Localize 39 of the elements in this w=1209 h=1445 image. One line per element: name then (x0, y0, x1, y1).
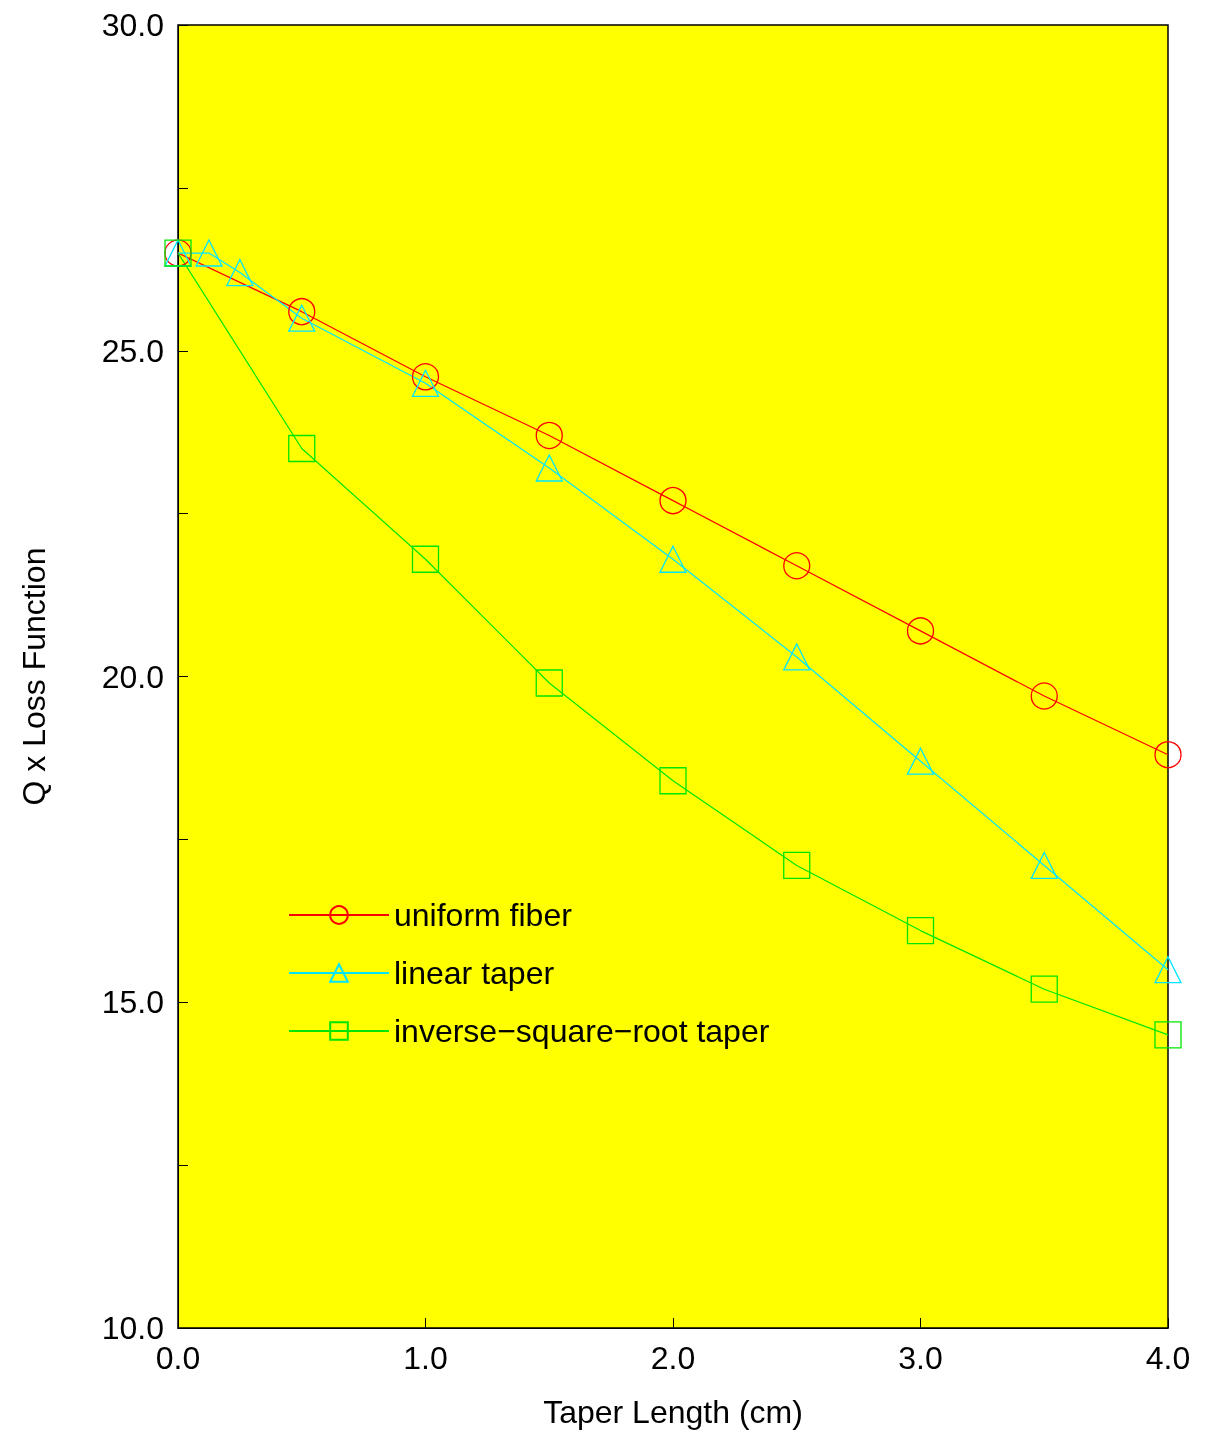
y-tick-label: 30.0 (101, 7, 164, 43)
x-tick-label: 3.0 (898, 1340, 943, 1376)
point (1030, 975, 1058, 1003)
point (659, 767, 687, 795)
y-tick-label: 15.0 (101, 984, 164, 1021)
point (535, 454, 563, 482)
x-axis-title: Taper Length (cm) (543, 1394, 803, 1430)
x-tick-label: 1.0 (403, 1340, 448, 1376)
x-tick-label: 4.0 (1145, 1340, 1191, 1376)
point (906, 747, 935, 775)
point (411, 369, 440, 397)
point (783, 851, 811, 880)
point (288, 304, 316, 332)
point (1030, 682, 1058, 710)
point (535, 669, 563, 697)
legend-label: uniform fiber (394, 897, 573, 933)
point (1030, 851, 1058, 880)
point (288, 434, 316, 463)
point (411, 363, 440, 391)
legend-label: linear taper (394, 955, 555, 991)
point (906, 617, 935, 645)
point (288, 298, 316, 326)
point (783, 552, 811, 580)
point (783, 643, 811, 671)
point (535, 421, 563, 450)
point (195, 239, 223, 267)
point (659, 545, 687, 573)
point (1154, 1021, 1182, 1049)
x-tick-label: 2.0 (650, 1340, 696, 1376)
point (906, 916, 935, 945)
point (1154, 956, 1182, 984)
y-axis-title: Q x Loss Function (16, 547, 52, 806)
point (1154, 741, 1182, 769)
y-tick-label: 20.0 (101, 658, 164, 695)
point (659, 486, 687, 515)
point (226, 258, 254, 287)
legend-label: inverse−square−root taper (394, 1013, 770, 1049)
y-tick-label: 25.0 (101, 332, 164, 369)
point (411, 545, 440, 573)
